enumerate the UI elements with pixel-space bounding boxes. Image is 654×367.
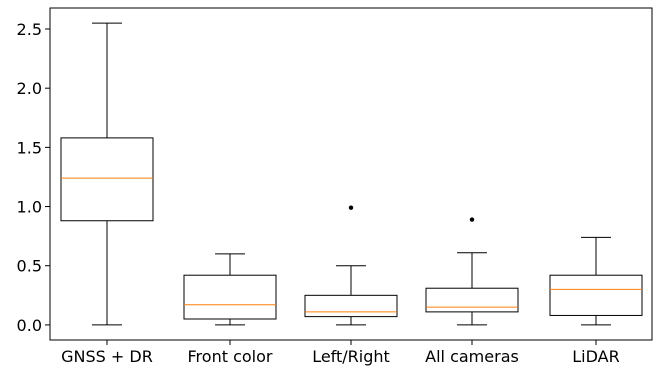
boxes-layer: [60, 22, 643, 326]
x-tick-label: All cameras: [425, 347, 519, 366]
outlier-point: [469, 217, 475, 222]
box-iqr: [183, 274, 277, 320]
y-tick-label: 0.0: [17, 316, 42, 335]
box-group-1: [60, 22, 154, 326]
box-group-2: [183, 253, 277, 326]
y-axis: 0.0 0.5 1.0 1.5 2.0 2.5: [17, 20, 50, 335]
box-iqr: [60, 137, 154, 222]
box-group-4: [425, 217, 519, 326]
box-iqr: [304, 294, 398, 318]
y-tick-label: 2.5: [17, 20, 42, 39]
x-tick-label: LiDAR: [572, 347, 619, 366]
box-group-3: [304, 205, 398, 326]
y-tick-label: 1.0: [17, 198, 42, 217]
outlier-point: [348, 205, 354, 210]
y-tick-label: 1.5: [17, 138, 42, 157]
box-iqr: [549, 274, 643, 316]
box-group-5: [549, 236, 643, 326]
box-iqr: [425, 287, 519, 313]
y-tick-label: 0.5: [17, 257, 42, 276]
x-tick-label: GNSS + DR: [61, 347, 153, 366]
y-tick-label: 2.0: [17, 79, 42, 98]
x-tick-label: Front color: [188, 347, 273, 366]
x-tick-label: Left/Right: [312, 347, 390, 366]
x-axis: GNSS + DR Front color Left/Right All camera…: [61, 340, 620, 366]
